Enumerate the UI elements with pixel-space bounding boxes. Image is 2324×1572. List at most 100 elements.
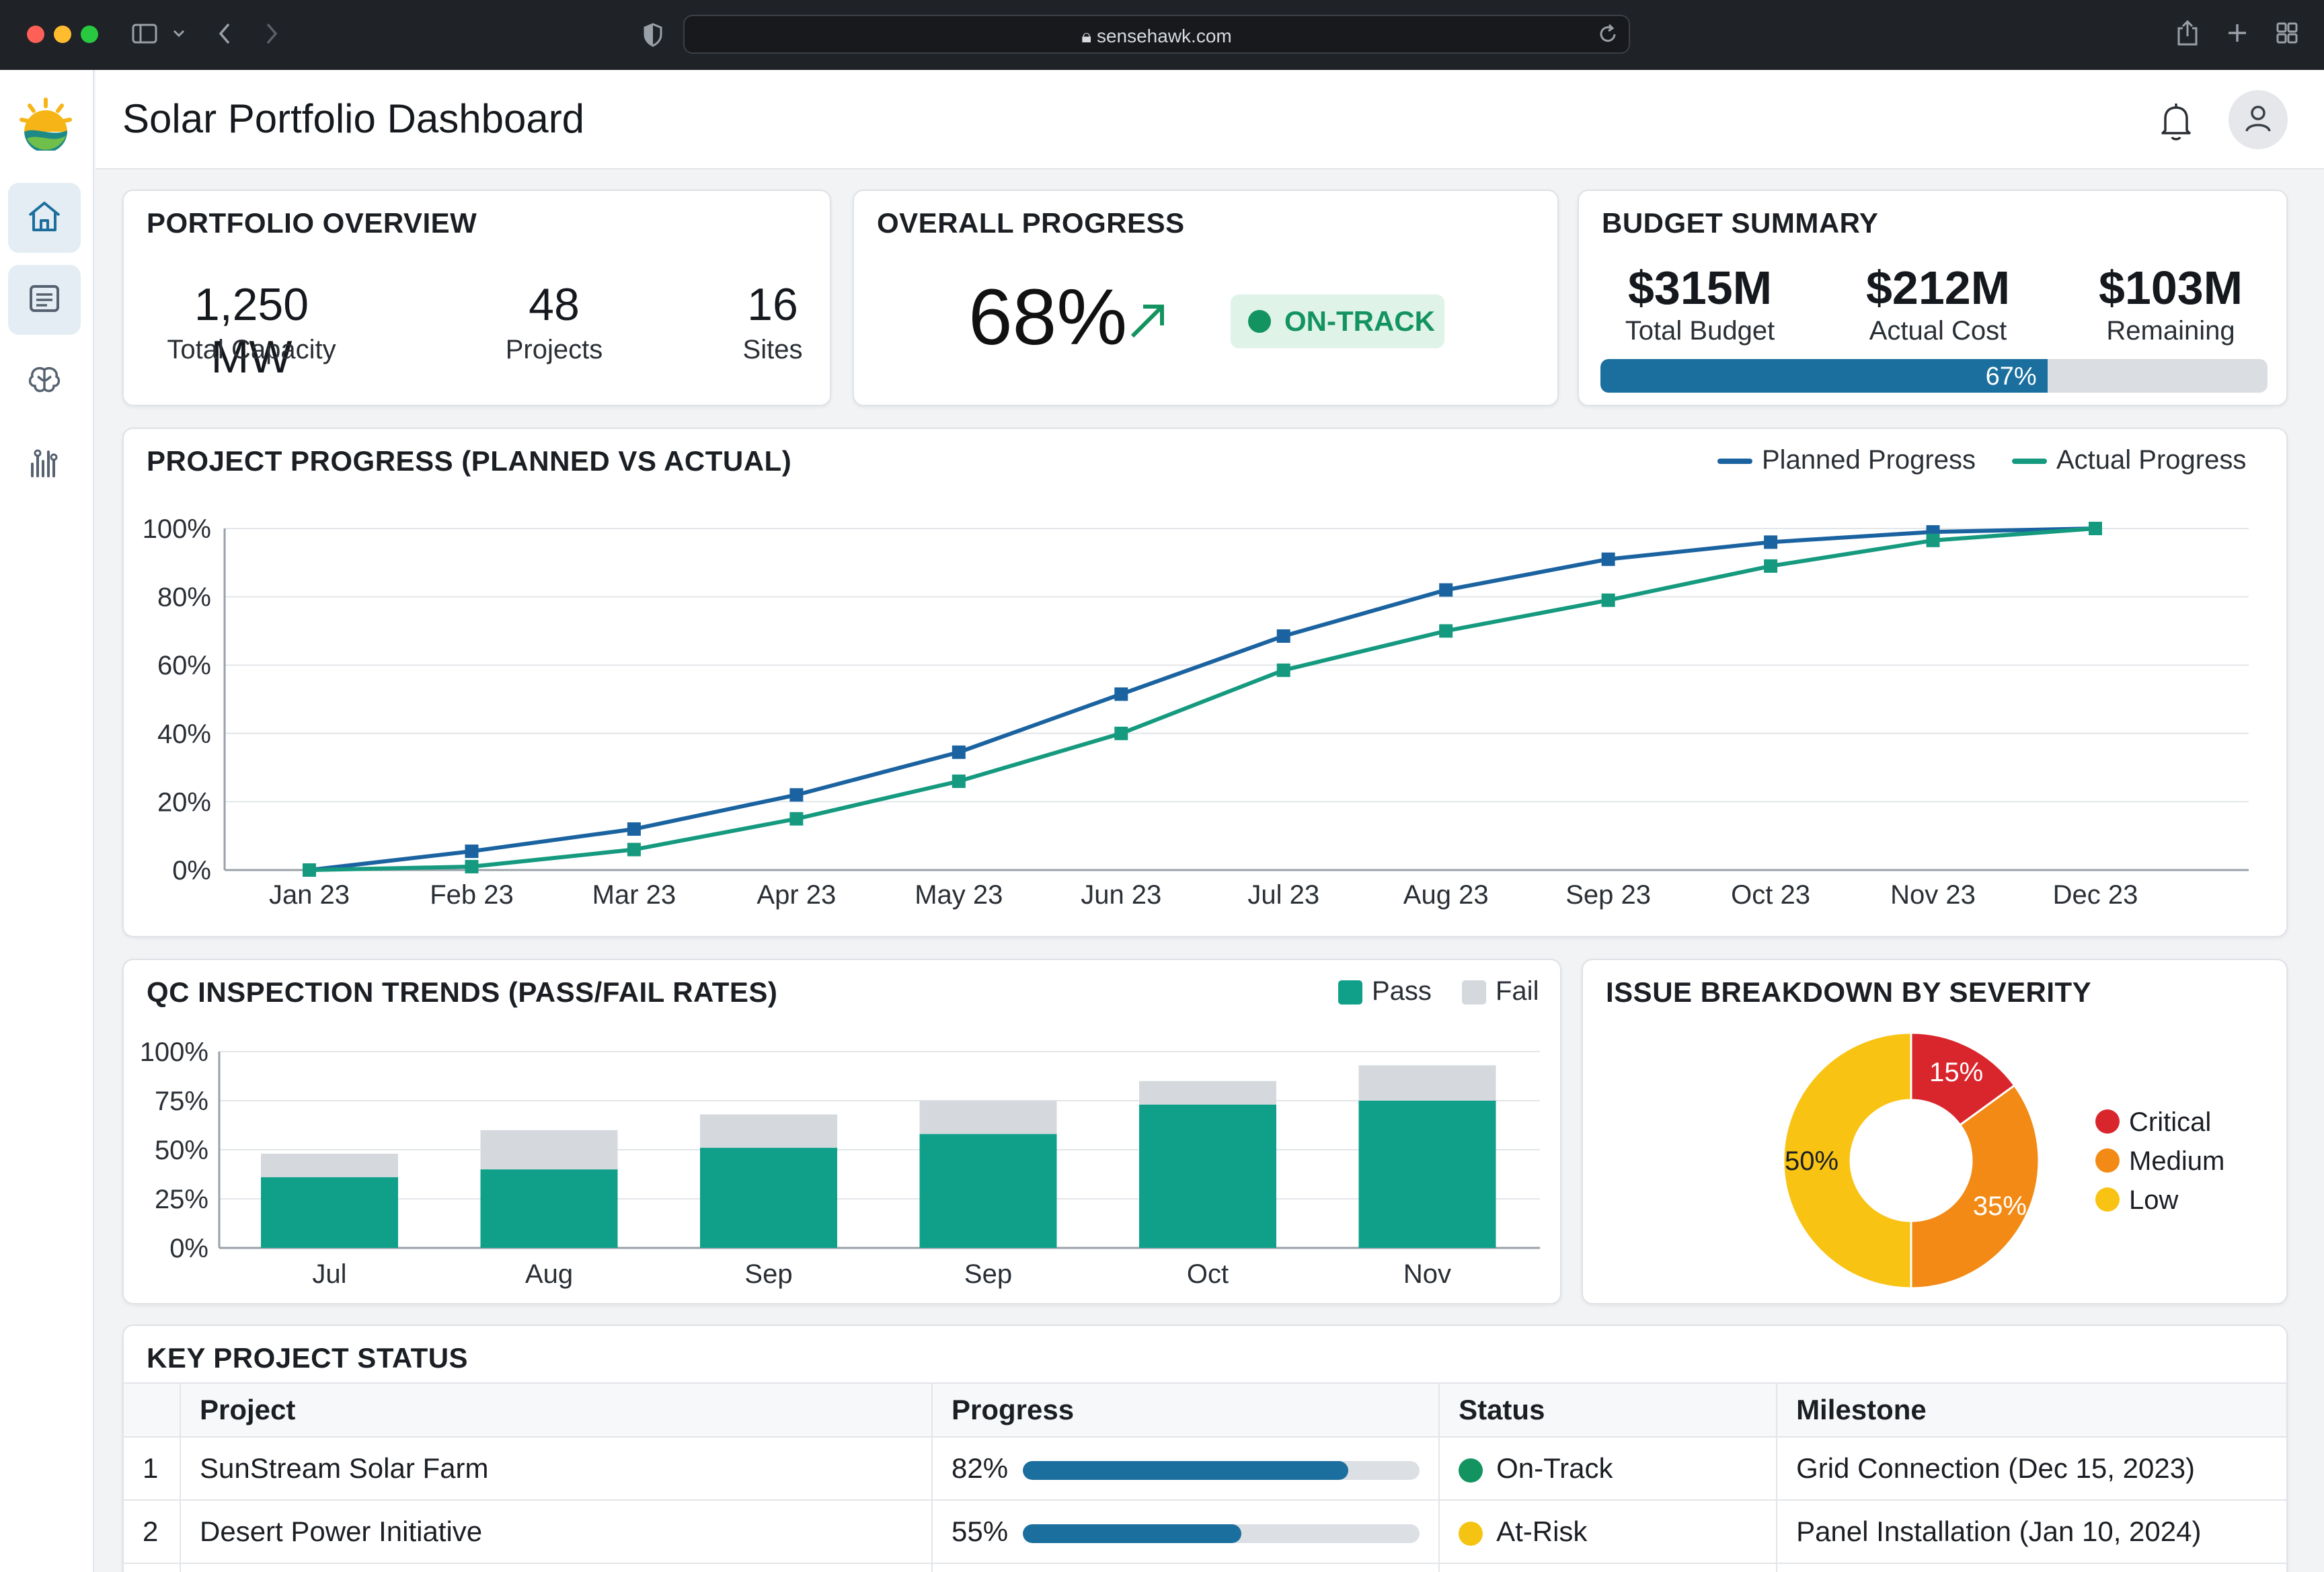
share-icon[interactable] [2176,19,2199,51]
y-tick-label: 25% [155,1185,208,1214]
x-tick-label: May 23 [915,880,1003,910]
projects-value: 48 [529,279,580,330]
table-row[interactable] [124,1563,2286,1572]
close-window-button[interactable] [27,26,44,43]
new-tab-icon[interactable] [2226,22,2249,48]
bar-pass [919,1134,1057,1248]
donut-chart: 15% 35% 50% Critical Medium Low [1782,1031,2224,1290]
x-tick-label: Nov [1403,1259,1451,1289]
x-tick-label: Jul [312,1259,346,1289]
project-name[interactable] [180,1563,933,1572]
budget-used-label: 67% [1985,362,2037,391]
data-point-planned [1601,552,1615,566]
milestone: Panel Installation (Jan 10, 2024) [1777,1500,2286,1564]
project-name[interactable]: Desert Power Initiative [180,1500,933,1564]
column-header-progress[interactable]: Progress [932,1382,1440,1438]
status-cell: On-Track [1439,1437,1778,1501]
privacy-shield-icon[interactable] [643,23,663,51]
status-dot-icon [1459,1521,1483,1546]
maximize-window-button[interactable] [81,26,98,43]
qc-inspection-card: QC INSPECTION TRENDS (PASS/FAIL RATES) P… [122,959,1561,1304]
sensehawk-logo[interactable] [19,97,73,153]
sidebar-item-ai[interactable] [8,347,81,417]
data-point-actual [303,863,316,877]
trend-up-icon [1126,299,1170,346]
row-number [124,1563,181,1572]
tab-overview-icon[interactable] [2276,22,2298,48]
data-point-actual [789,812,804,826]
back-icon[interactable] [217,22,233,50]
minimize-window-button[interactable] [54,26,71,43]
column-header-status[interactable]: Status [1439,1382,1778,1438]
data-point-planned [789,788,804,802]
avatar[interactable] [2229,90,2288,149]
bar-pass [700,1148,837,1248]
sidebar-item-reports[interactable] [8,265,81,335]
address-bar[interactable]: 🔒︎ sensehawk.com [683,15,1630,54]
slice-critical [1910,1031,2016,1127]
data-point-planned [1439,583,1453,597]
user-icon [2241,102,2275,139]
project-name[interactable]: SunStream Solar Farm [180,1437,933,1501]
sidebar-toggle-icon[interactable] [132,23,157,48]
y-tick-label: 20% [157,787,211,817]
column-header-number [124,1382,181,1438]
sidebar-item-analytics[interactable] [8,429,81,499]
table-row[interactable]: 1 SunStream Solar Farm 82% On-Track Grid… [124,1437,2286,1501]
home-icon [26,198,63,239]
chevron-down-icon[interactable] [172,24,186,47]
series-line-planned [309,526,2096,872]
remaining-label: Remaining [2106,316,2235,346]
x-tick-label: Feb 23 [430,880,514,910]
slice-low [1782,1031,1912,1290]
progress-cell: 55% [932,1500,1440,1564]
row-number: 2 [124,1500,181,1564]
data-point-planned [1276,629,1290,643]
legend-swatch [2095,1187,2120,1212]
data-point-actual [952,774,966,788]
y-tick-label: 100% [143,514,211,544]
total-capacity-label: Total Capacity [167,335,336,364]
chart-title: PROJECT PROGRESS (PLANNED VS ACTUAL) [147,445,792,477]
status-cell [1439,1563,1778,1572]
data-point-actual [1114,726,1128,740]
column-header-project[interactable]: Project [180,1382,933,1438]
column-header-milestone[interactable]: Milestone [1777,1382,2286,1438]
legend-fail: Fail [1462,976,1539,1007]
forward-icon[interactable] [264,22,280,50]
bar-pass [1139,1104,1276,1248]
legend-pass: Pass [1338,976,1432,1007]
project-progress-card: PROJECT PROGRESS (PLANNED VS ACTUAL) Pla… [122,428,2288,937]
total-capacity-value: 1,250 MW [194,279,309,383]
chart-title: ISSUE BREAKDOWN BY SEVERITY [1606,976,2092,1008]
table-row[interactable]: 2 Desert Power Initiative 55% At-Risk Pa… [124,1500,2286,1564]
x-tick-label: Sep [964,1259,1012,1289]
legend-actual: Actual Progress [2012,445,2246,475]
legend-swatch [2095,1109,2120,1134]
bar-fail [700,1114,837,1148]
legend-swatch [1717,459,1752,465]
bar-fail [919,1101,1057,1134]
bar-fail [1358,1065,1496,1101]
overall-progress-value: 68% [968,273,1128,362]
y-tick-label: 0% [169,1234,208,1263]
legend-label: Fail [1496,976,1539,1006]
x-tick-label: Aug 23 [1403,880,1489,910]
card-title: OVERALL PROGRESS [877,207,1185,239]
total-budget-value: $315M [1627,262,1773,314]
reload-icon[interactable] [1598,23,1618,50]
data-point-planned [952,745,966,759]
analytics-icon [26,444,63,485]
sidebar-item-home[interactable] [8,183,81,253]
overall-progress-card: OVERALL PROGRESS 68% ON-TRACK [853,190,1559,406]
x-tick-label: Jul 23 [1247,880,1319,910]
x-tick-label: Dec 23 [2053,880,2138,910]
notifications-bell-icon[interactable] [2156,100,2196,143]
bar-pass [261,1177,398,1248]
status-label: On-Track [1496,1452,1613,1484]
milestone: Grid Connection (Dec 15, 2023) [1777,1437,2286,1501]
legend-label: Low [2129,1185,2178,1215]
actual-cost-label: Actual Cost [1869,316,2007,346]
slice-medium [1910,1084,2040,1290]
status-label: At-Risk [1496,1516,1588,1547]
